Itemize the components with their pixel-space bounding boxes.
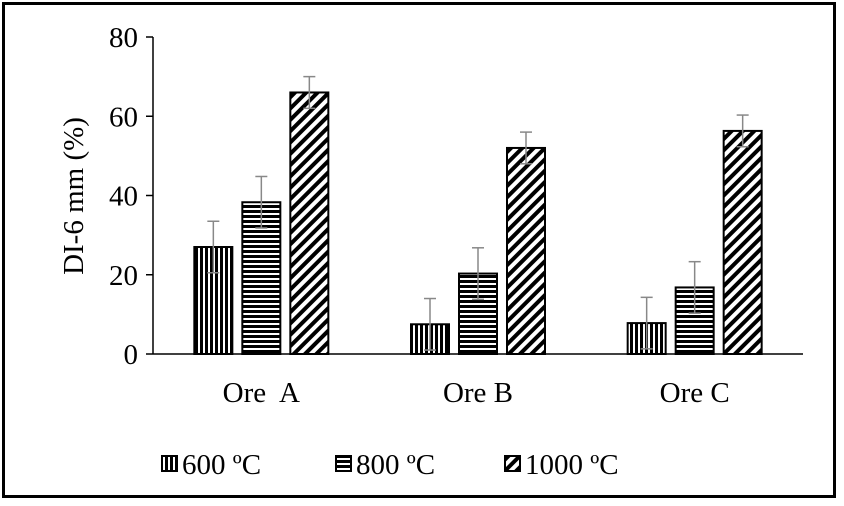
- x-category-label: Ore B: [443, 377, 513, 409]
- y-axis-ticks: 0 20 40 60 80: [109, 22, 153, 371]
- legend-swatch-3: [504, 455, 521, 472]
- y-tick-label: 40: [109, 181, 138, 213]
- y-axis-label: DI-6 mm (%): [58, 117, 90, 275]
- y-tick-label: 60: [109, 101, 138, 133]
- legend-label-3: 1000 ºC: [525, 449, 619, 481]
- legend-swatch-1: [161, 455, 178, 472]
- y-tick-label: 20: [109, 260, 138, 292]
- chart-frame: [2, 2, 836, 498]
- bar-3-3: [722, 129, 763, 355]
- legend-label-1: 600 ºC: [182, 449, 261, 481]
- error-bars: [207, 75, 749, 351]
- y-tick-label: 0: [124, 339, 139, 371]
- y-tick-label: 80: [109, 22, 138, 54]
- x-category-label: Ore C: [660, 377, 730, 409]
- bar-3-2: [506, 146, 546, 355]
- bars: [193, 91, 763, 355]
- x-category-label: Ore A: [223, 377, 300, 409]
- legend-swatch-2: [335, 455, 352, 472]
- x-axis-categories: Ore A Ore B Ore C: [223, 377, 730, 409]
- legend: 600 ºC 800 ºC 1000 ºC: [161, 449, 619, 481]
- legend-label-2: 800 ºC: [356, 449, 435, 481]
- bar-3-1: [289, 91, 330, 355]
